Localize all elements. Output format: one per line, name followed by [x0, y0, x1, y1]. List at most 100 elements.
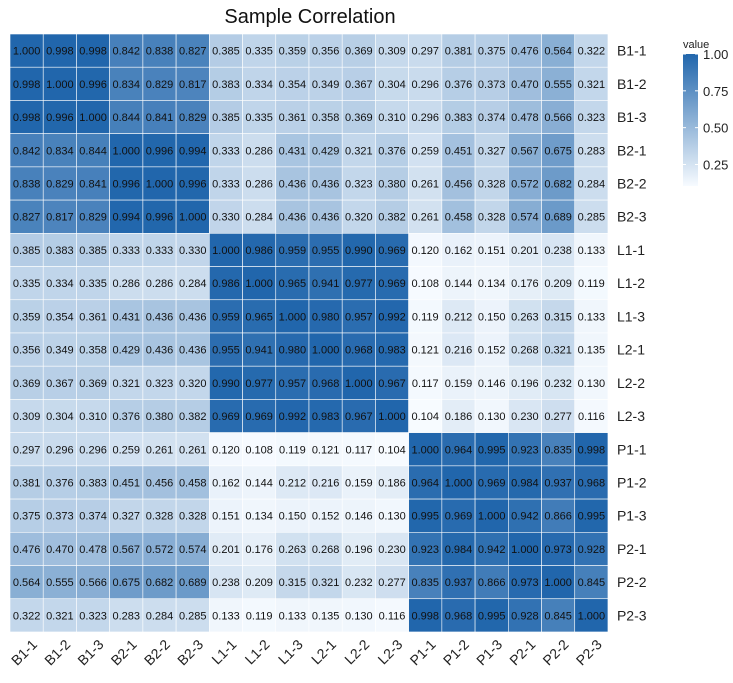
heatmap-cell	[474, 399, 509, 433]
heatmap-cell	[308, 531, 343, 566]
cell-value-label: 0.285	[578, 212, 606, 224]
heatmap-cell	[76, 299, 110, 334]
heatmap-cell	[541, 199, 576, 234]
heatmap-cell	[9, 365, 44, 400]
heatmap-cell	[375, 233, 409, 267]
heatmap-cell	[209, 66, 243, 101]
cell-value-label: 1.000	[511, 544, 539, 556]
cell-value-label: 0.367	[345, 79, 373, 91]
column-label: B2-3	[174, 636, 206, 668]
cell-value-label: 0.369	[79, 378, 107, 390]
heatmap-cell	[308, 166, 343, 201]
cell-value-label: 0.296	[79, 444, 107, 456]
cell-value-label: 0.367	[46, 378, 74, 390]
heatmap-cell	[42, 66, 77, 101]
heatmap-cell	[408, 332, 443, 367]
heatmap-cell	[507, 332, 542, 367]
heatmap-cell	[142, 531, 177, 566]
heatmap-cell	[574, 33, 609, 68]
heatmap-cell	[175, 100, 210, 134]
cell-value-label: 0.995	[411, 511, 439, 523]
heatmap-cell	[441, 199, 476, 234]
cell-value-label: 0.120	[411, 245, 439, 257]
heatmap-cell	[507, 299, 542, 334]
heatmap-cell	[408, 233, 443, 267]
cell-value-label: 0.476	[511, 46, 539, 58]
heatmap-cell	[9, 299, 44, 334]
cell-value-label: 0.964	[445, 444, 473, 456]
cell-value-label: 0.436	[179, 311, 207, 323]
cell-value-label: 0.436	[312, 212, 340, 224]
cell-value-label: 0.986	[245, 245, 273, 257]
cell-value-label: 0.297	[411, 46, 439, 58]
cell-value-label: 0.261	[411, 212, 439, 224]
cell-value-label: 0.817	[46, 212, 74, 224]
heatmap-cell	[9, 133, 44, 168]
heatmap-cell	[375, 598, 409, 633]
heatmap-cell	[175, 199, 210, 234]
heatmap-cell	[42, 133, 77, 168]
cell-value-label: 0.977	[345, 278, 373, 290]
cell-value-label: 0.361	[79, 311, 107, 323]
cell-value-label: 0.835	[411, 577, 439, 589]
cell-value-label: 0.574	[511, 212, 539, 224]
cell-value-label: 0.994	[113, 212, 141, 224]
row-label: L2-3	[617, 408, 645, 424]
row-label: P2-2	[617, 574, 647, 590]
cell-value-label: 0.116	[379, 610, 406, 622]
heatmap-cell	[76, 565, 110, 600]
cell-value-label: 0.965	[245, 311, 273, 323]
heatmap-cell	[408, 465, 443, 500]
cell-value-label: 0.998	[578, 444, 606, 456]
cell-value-label: 0.263	[511, 311, 539, 323]
cell-value-label: 0.866	[478, 577, 506, 589]
heatmap-cell	[507, 166, 542, 201]
heatmap-cell	[574, 66, 609, 101]
heatmap-cell	[375, 432, 409, 467]
heatmap-cell	[341, 531, 376, 566]
heatmap-cell	[42, 33, 77, 68]
row-label: B2-3	[617, 209, 647, 225]
legend-tick-label: 0.50	[703, 121, 728, 136]
heatmap-cell	[42, 299, 77, 334]
cell-value-label: 0.196	[345, 544, 373, 556]
heatmap-cell	[507, 33, 542, 68]
cell-value-label: 0.844	[113, 112, 141, 124]
cell-value-label: 0.456	[146, 477, 174, 489]
cell-value-label: 0.941	[312, 278, 340, 290]
heatmap-cell	[242, 498, 277, 533]
cell-value-label: 0.320	[345, 212, 373, 224]
heatmap-cell	[441, 432, 476, 467]
heatmap-cell	[308, 565, 343, 600]
heatmap-cell	[541, 100, 576, 134]
heatmap-cell	[441, 332, 476, 367]
heatmap-cell	[408, 199, 443, 234]
cell-value-label: 0.328	[478, 212, 506, 224]
heatmap-cell	[42, 166, 77, 201]
heatmap-cell	[42, 266, 77, 301]
heatmap-cell	[42, 598, 77, 633]
cell-value-label: 0.133	[212, 610, 240, 622]
heatmap-cells: 1.000 0.998 0.998 0.842 0.838 0.827 0.385 0.335…	[9, 33, 609, 633]
column-label: L2-3	[374, 636, 405, 667]
heatmap-cell	[9, 266, 44, 301]
cell-value-label: 0.996	[113, 178, 141, 190]
cell-value-label: 1.000	[79, 112, 107, 124]
heatmap-cell	[308, 399, 343, 433]
cell-value-label: 0.361	[279, 112, 307, 124]
heatmap-cell	[441, 133, 476, 168]
row-label: P2-3	[617, 607, 647, 623]
heatmap-cell	[275, 199, 310, 234]
cell-value-label: 0.259	[411, 145, 439, 157]
cell-value-label: 0.995	[478, 444, 506, 456]
cell-value-label: 0.334	[46, 278, 74, 290]
column-labels: B1-1 B1-2 B1-3 B2-1 B2-2 B2-3 L1-1 L1-2 L1-3 L2-1…	[8, 636, 605, 668]
cell-value-label: 0.965	[279, 278, 307, 290]
cell-value-label: 0.104	[378, 444, 406, 456]
cell-value-label: 0.980	[312, 311, 340, 323]
cell-value-label: 0.130	[578, 378, 606, 390]
cell-value-label: 0.572	[511, 178, 539, 190]
heatmap-cell	[507, 365, 542, 400]
column-label: L1-3	[275, 636, 306, 667]
heatmap-cell	[574, 166, 609, 201]
